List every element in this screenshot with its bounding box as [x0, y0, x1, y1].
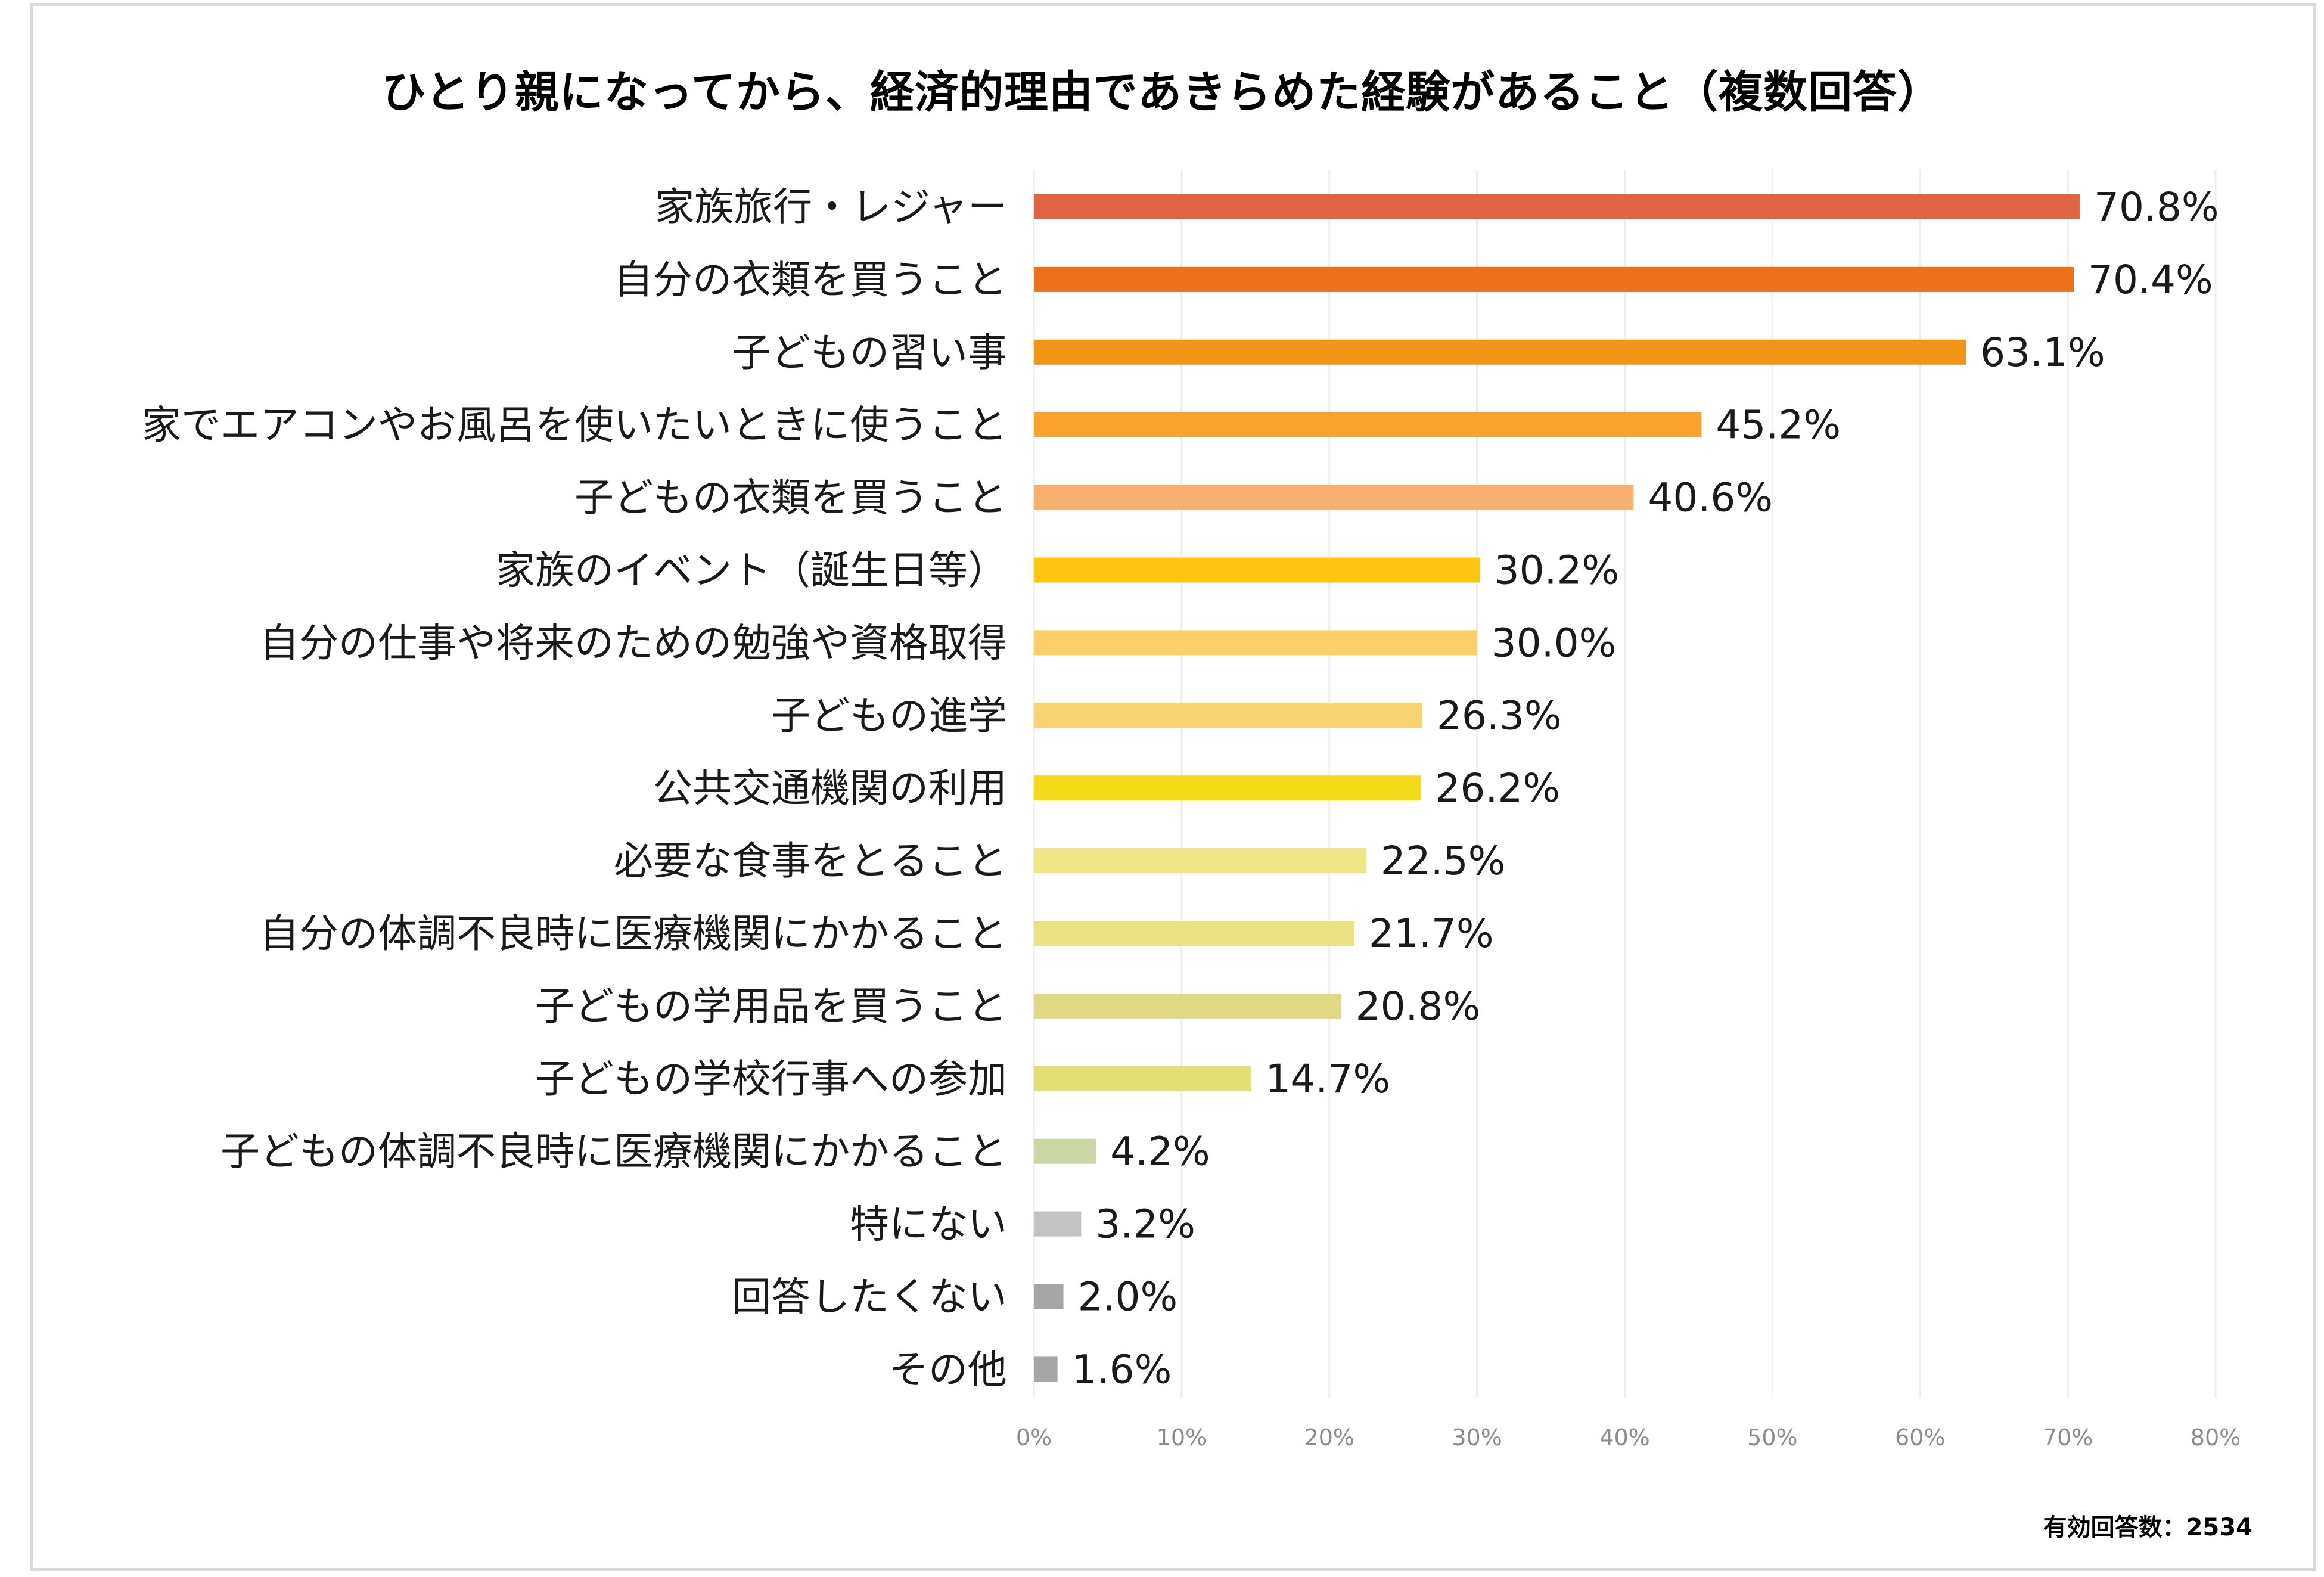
bar: [1034, 775, 1421, 801]
value-label: 14.7%: [1265, 1056, 1390, 1102]
bar: [1034, 1066, 1251, 1091]
value-label: 26.2%: [1435, 765, 1560, 811]
category-label: 子どもの衣類を買うこと: [574, 475, 1007, 521]
value-label: 70.8%: [2094, 184, 2219, 230]
category-label: 自分の体調不良時に医療機関にかかること: [260, 911, 1007, 957]
value-label: 40.6%: [1648, 475, 1773, 521]
bar: [1034, 266, 2074, 292]
category-label: 自分の仕事や将来のための勉強や資格取得: [260, 620, 1007, 666]
category-label: 必要な食事をとること: [614, 838, 1007, 884]
bar: [1034, 1284, 1064, 1309]
value-label: 30.0%: [1492, 620, 1617, 666]
value-label: 20.8%: [1356, 983, 1481, 1029]
bar: [1034, 557, 1480, 583]
x-tick-label: 70%: [2043, 1424, 2093, 1451]
category-label: 自分の衣類を買うこと: [614, 257, 1007, 303]
bar: [1034, 630, 1477, 656]
bar-layer: [1034, 194, 2080, 1382]
value-label: 21.7%: [1369, 911, 1494, 957]
value-label: 3.2%: [1095, 1202, 1195, 1247]
x-tick-label: 60%: [1895, 1424, 1945, 1451]
category-label: 家族のイベント（誕生日等）: [496, 548, 1007, 594]
x-tick-label: 10%: [1157, 1424, 1207, 1451]
bar: [1034, 194, 2080, 219]
bar: [1034, 412, 1702, 437]
category-label: 子どもの進学: [771, 693, 1007, 738]
x-tick-label: 30%: [1452, 1424, 1502, 1451]
value-label: 63.1%: [1980, 330, 2105, 375]
bar: [1034, 1138, 1096, 1164]
x-tick-label: 40%: [1599, 1424, 1649, 1451]
category-label: 特にない: [850, 1202, 1007, 1247]
category-label: その他: [889, 1346, 1007, 1392]
x-tick-label: 0%: [1016, 1424, 1052, 1451]
value-label: 22.5%: [1381, 838, 1506, 884]
category-label: 公共交通機関の利用: [653, 765, 1007, 811]
value-label: 30.2%: [1495, 548, 1620, 594]
label-layer: 家族旅行・レジャー 70.8% 自分の衣類を買うこと 70.4% 子どもの習い事 63.1…: [142, 184, 2219, 1392]
bar: [1034, 1211, 1082, 1237]
category-label: 子どもの学校行事への参加: [535, 1056, 1007, 1102]
bar: [1034, 339, 1966, 365]
value-label: 70.4%: [2088, 257, 2213, 303]
category-label: 家族旅行・レジャー: [655, 184, 1007, 230]
category-label: 回答したくない: [732, 1274, 1007, 1320]
value-label: 1.6%: [1072, 1346, 1172, 1392]
x-tick-label: 20%: [1304, 1424, 1354, 1451]
category-label: 子どもの学用品を買うこと: [535, 983, 1007, 1029]
bar: [1034, 703, 1422, 728]
category-label: 子どもの体調不良時に医療機関にかかること: [220, 1129, 1007, 1175]
category-label: 子どもの習い事: [732, 330, 1007, 375]
bar: [1034, 993, 1341, 1019]
bar: [1034, 1356, 1058, 1382]
value-label: 2.0%: [1078, 1274, 1178, 1320]
value-label: 4.2%: [1110, 1129, 1210, 1175]
category-label: 家でエアコンやお風呂を使いたいときに使うこと: [142, 402, 1007, 448]
tick-layer: 0% 10% 20% 30% 40% 50% 60% 70% 80%: [1016, 1424, 2241, 1451]
chart-title: ひとり親になってから、経済的理由であきらめた経験があること（複数回答）: [381, 67, 1943, 118]
value-label: 26.3%: [1437, 693, 1562, 738]
x-tick-label: 50%: [1747, 1424, 1797, 1451]
value-label: 45.2%: [1716, 402, 1841, 448]
bar: [1034, 848, 1366, 874]
bar: [1034, 485, 1634, 510]
bar: [1034, 921, 1354, 946]
x-tick-label: 80%: [2191, 1424, 2241, 1451]
respondent-count: 有効回答数：2534: [2043, 1514, 2252, 1541]
